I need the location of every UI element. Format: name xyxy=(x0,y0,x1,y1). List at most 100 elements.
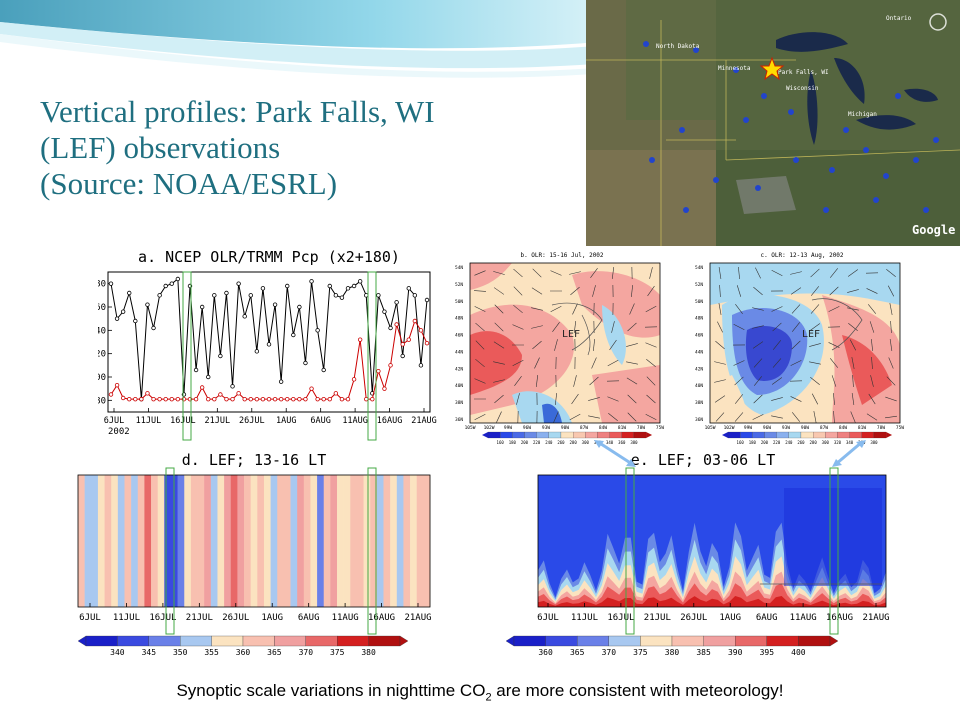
map-colorbar-tick: 320 xyxy=(834,440,842,445)
map-lon-tick: 102W xyxy=(484,425,495,431)
chart-a-point xyxy=(114,316,120,321)
chart-d-column xyxy=(343,475,351,607)
highlight-box-e2 xyxy=(829,467,839,635)
chart-d-xtick: 16AUG xyxy=(368,613,395,623)
chart-a-point xyxy=(175,396,181,402)
chart-a-point xyxy=(345,286,351,291)
colorbar-tick: 375 xyxy=(633,648,648,657)
chart-a-point xyxy=(199,304,205,310)
chart-a-point xyxy=(266,396,272,402)
chart-d-column xyxy=(317,475,325,607)
chart-a-point xyxy=(242,314,247,319)
map-colorbar-tick: 300 xyxy=(582,440,590,445)
chart-a-point xyxy=(212,396,217,402)
chart-d-column xyxy=(124,475,132,607)
chart-a-point xyxy=(424,340,430,346)
map-colorbar-tick: 260 xyxy=(557,440,565,445)
chart-d-column xyxy=(257,475,265,607)
map-colorbar-tick: 180 xyxy=(509,440,517,445)
chart-d-column xyxy=(350,475,358,607)
chart-d-column xyxy=(370,475,378,607)
chart-d-column xyxy=(97,475,105,607)
map-lon-tick: 75W xyxy=(896,425,904,431)
map-lon-tick: 87W xyxy=(820,425,828,431)
chart-a-point xyxy=(339,396,345,402)
chart-d-column xyxy=(190,475,198,607)
chart-a-point xyxy=(206,396,211,402)
chart-a-point xyxy=(315,328,320,333)
chart-a-point xyxy=(321,367,326,373)
map-lon-tick: 84W xyxy=(839,425,847,431)
map-colorbar-tick: 300 xyxy=(822,440,830,445)
chart-a-point xyxy=(193,396,199,402)
chart-d-column xyxy=(177,475,185,607)
map-lat-tick: 54N xyxy=(455,265,463,271)
chart-a-point xyxy=(133,318,138,324)
colorbar-tick: 365 xyxy=(267,648,282,657)
chart-e-xtick: 1AUG xyxy=(719,613,741,623)
chart-a-point xyxy=(400,353,405,359)
compass-icon[interactable] xyxy=(929,13,947,31)
chart-d-column xyxy=(383,475,391,607)
chart-a-xtick: 21JUL xyxy=(205,416,231,426)
chart-b-title: b. OLR: 15-16 Jul, 2002 xyxy=(520,252,603,259)
chart-d-xtick: 6AUG xyxy=(298,613,320,623)
map-lat-tick: 44N xyxy=(455,349,463,355)
chart-a-ytick: 260 xyxy=(98,303,106,313)
chart-a-point xyxy=(169,281,174,286)
colorbar-tick: 385 xyxy=(696,648,711,657)
chart-a-point xyxy=(151,325,156,331)
chart-a-point xyxy=(212,293,217,298)
map-colorbar-tick: 220 xyxy=(773,440,781,445)
chart-d-column xyxy=(290,475,298,607)
chart-b-lef-label: LEF xyxy=(562,329,580,340)
colorbar-tick: 345 xyxy=(142,648,157,657)
chart-a-point xyxy=(424,297,430,303)
colorbar-tick: 360 xyxy=(538,648,553,657)
chart-c-title: c. OLR: 12-13 Aug, 2002 xyxy=(760,252,843,259)
map-lon-tick: 84W xyxy=(599,425,607,431)
chart-a-point xyxy=(278,379,284,384)
chart-a-ytick: 280 xyxy=(98,280,106,290)
map-lat-tick: 44N xyxy=(695,349,703,355)
chart-c-olr-map: c. OLR: 12-13 Aug, 2002 LEF 54N 52N 50N 48N… xyxy=(695,252,904,445)
chart-d-column xyxy=(416,475,424,607)
map-lat-tick: 40N xyxy=(695,383,703,389)
chart-a-point xyxy=(206,374,211,380)
chart-a-point xyxy=(145,391,150,396)
chart-a-point xyxy=(351,283,357,289)
map-lon-tick: 81W xyxy=(618,425,626,431)
chart-a-point xyxy=(114,382,120,388)
chart-a-point xyxy=(315,396,320,402)
chart-a-point xyxy=(254,396,260,402)
map-label-michigan: Michigan xyxy=(848,111,877,118)
map-colorbar-tick: 240 xyxy=(545,440,553,445)
chart-d-xtick: 6JUL xyxy=(79,613,101,623)
chart-a-point xyxy=(230,384,235,389)
chart-a-title: a. NCEP OLR/TRMM Pcp (x2+180) xyxy=(138,248,400,266)
chart-a-year-label: 2002 xyxy=(108,427,130,437)
chart-a-point xyxy=(163,283,168,289)
chart-a-point xyxy=(272,302,278,307)
caption-text-before: Synoptic scale variations in nighttime C… xyxy=(176,681,486,700)
map-site-label: Park Falls, WI xyxy=(778,69,829,76)
chart-a-point xyxy=(412,318,418,324)
chart-a-point xyxy=(303,360,308,366)
colorbar-tick: 350 xyxy=(173,648,188,657)
chart-a-point xyxy=(376,293,381,298)
site-star-icon xyxy=(759,56,785,81)
chart-d-column xyxy=(363,475,371,607)
chart-a-point xyxy=(394,322,399,327)
map-lat-tick: 46N xyxy=(455,333,463,339)
map-lat-tick: 48N xyxy=(455,316,463,322)
chart-d-xtick: 11AUG xyxy=(332,613,359,623)
chart-a-point xyxy=(345,396,351,402)
chart-a-point xyxy=(339,295,345,300)
chart-a-point xyxy=(357,279,363,284)
chart-a-point xyxy=(224,290,229,296)
chart-a-point xyxy=(327,283,332,289)
chart-d-column xyxy=(91,475,99,607)
chart-a-point xyxy=(133,396,138,402)
map-colorbar-tick: 340 xyxy=(606,440,614,445)
chart-a-point xyxy=(400,342,405,347)
